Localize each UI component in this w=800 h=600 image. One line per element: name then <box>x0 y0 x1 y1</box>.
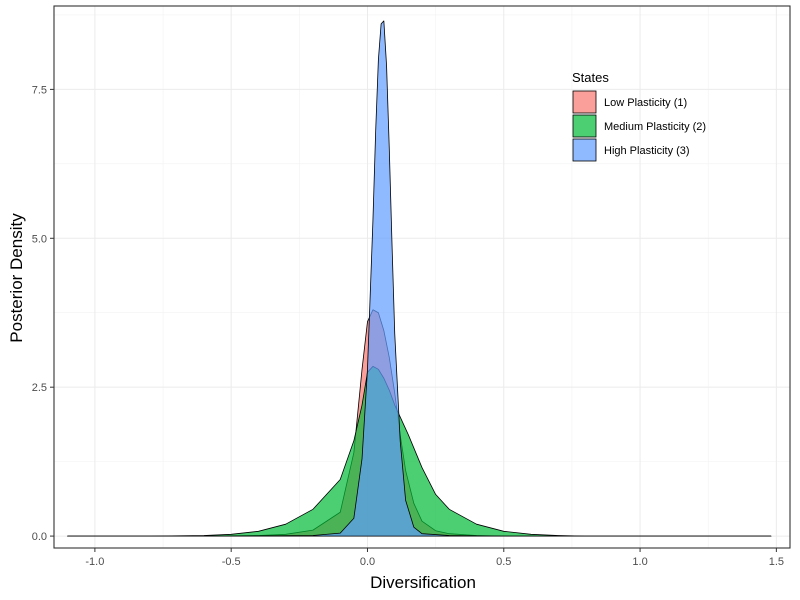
y-tick-label: 5.0 <box>32 233 47 245</box>
panel-border <box>53 5 791 549</box>
legend-label-1: Low Plasticity (1) <box>604 97 687 109</box>
y-tick-label: 0.0 <box>32 531 47 543</box>
legend-swatch-3 <box>572 138 597 162</box>
minor-gridlines <box>54 6 790 548</box>
x-tick-label: -1.0 <box>85 556 104 568</box>
x-tick-label: 1.0 <box>632 556 647 568</box>
y-tick-label: 7.5 <box>32 84 47 96</box>
y-axis-title: Posterior Density <box>7 213 26 343</box>
density-area-series-3 <box>67 20 772 537</box>
legend-swatch-2 <box>572 114 597 138</box>
x-tick-label: 0.5 <box>496 556 511 568</box>
legend: States Low Plasticity (1) Medium Plastici… <box>572 70 706 162</box>
x-axis-title: Diversification <box>370 573 476 592</box>
y-tick-label: 2.5 <box>32 382 47 394</box>
legend-label-2: Medium Plasticity (2) <box>604 121 706 133</box>
legend-label-3: High Plasticity (3) <box>604 145 690 157</box>
y-axis: 0.0 2.5 5.0 7.5 <box>32 84 54 543</box>
density-areas <box>67 20 772 537</box>
x-tick-label: 0.0 <box>360 556 375 568</box>
x-tick-label: 1.5 <box>769 556 784 568</box>
x-tick-label: -0.5 <box>222 556 241 568</box>
legend-swatch-1 <box>572 90 597 114</box>
x-axis: -1.0 -0.5 0.0 0.5 1.0 1.5 <box>85 548 784 568</box>
legend-title: States <box>572 70 609 85</box>
